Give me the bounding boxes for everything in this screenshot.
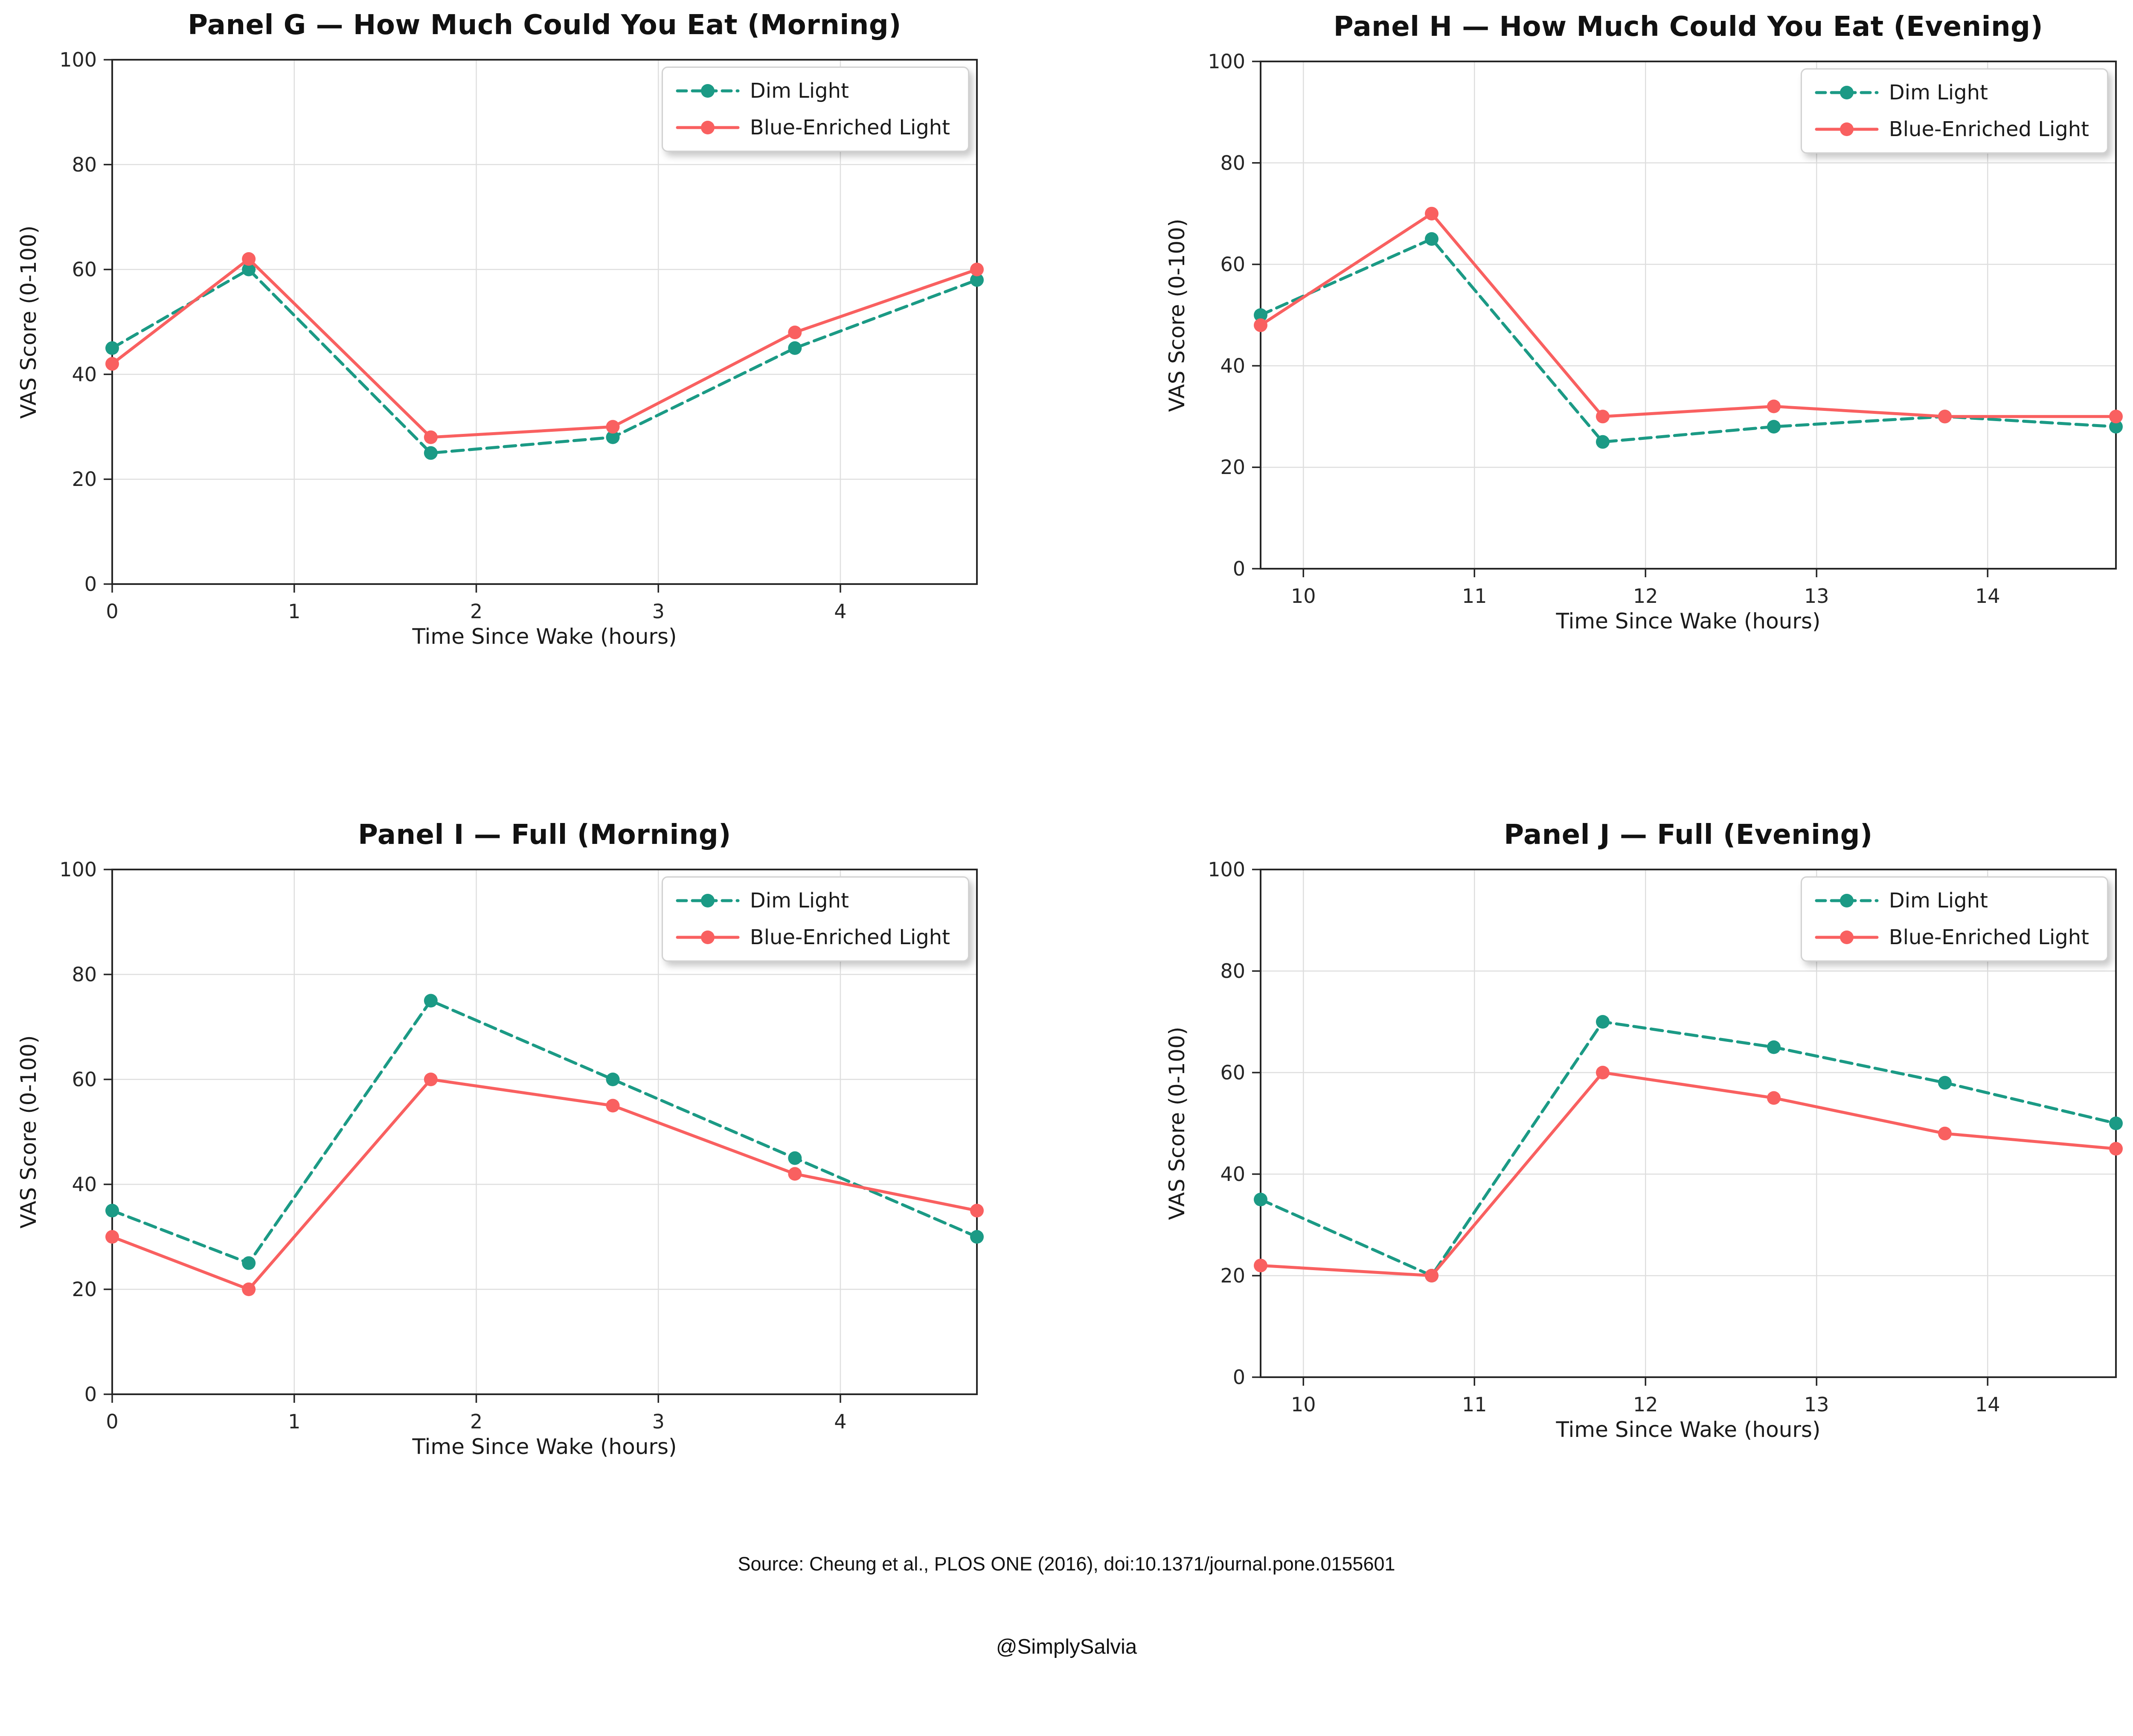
legend-label: Dim Light — [1889, 889, 1988, 913]
svg-text:80: 80 — [72, 153, 97, 176]
svg-text:11: 11 — [1462, 1393, 1487, 1416]
svg-text:60: 60 — [1220, 1061, 1245, 1084]
legend-item-blue-enriched-light: Blue-Enriched Light — [676, 925, 950, 949]
panel-title: Panel J — Full (Evening) — [1504, 819, 1873, 851]
svg-text:4: 4 — [834, 1410, 846, 1433]
svg-text:2: 2 — [470, 1410, 482, 1433]
svg-text:100: 100 — [59, 858, 97, 881]
svg-text:3: 3 — [652, 1410, 665, 1433]
svg-text:13: 13 — [1804, 584, 1829, 608]
svg-text:40: 40 — [1220, 1163, 1245, 1186]
y-axis-label: VAS Score (0-100) — [1165, 1026, 1189, 1220]
svg-text:10: 10 — [1291, 1393, 1316, 1416]
svg-text:40: 40 — [1220, 354, 1245, 377]
svg-text:14: 14 — [1975, 1393, 2000, 1416]
dim-light-line-icon — [676, 894, 740, 907]
svg-text:80: 80 — [72, 963, 97, 986]
legend: Dim Light Blue-Enriched Light — [661, 876, 969, 962]
svg-text:20: 20 — [72, 1278, 97, 1301]
legend-item-dim-light: Dim Light — [676, 79, 950, 103]
svg-text:0: 0 — [84, 1383, 97, 1406]
plot-area: 0 20 40 60 80 100 10 11 12 13 14 — [1208, 858, 2123, 1416]
legend: Dim Light Blue-Enriched Light — [1800, 68, 2108, 154]
svg-text:0: 0 — [106, 1410, 118, 1433]
legend: Dim Light Blue-Enriched Light — [1800, 876, 2108, 962]
svg-text:80: 80 — [1220, 151, 1245, 174]
legend-item-dim-light: Dim Light — [1815, 889, 2089, 913]
svg-text:40: 40 — [72, 363, 97, 386]
plot-area: 0 20 40 60 80 100 0 1 2 3 4 — [59, 858, 984, 1433]
legend-label: Blue-Enriched Light — [750, 925, 950, 949]
svg-text:0: 0 — [1233, 557, 1245, 580]
svg-text:80: 80 — [1220, 960, 1245, 983]
legend-label: Dim Light — [750, 79, 849, 103]
x-axis-label: Time Since Wake (hours) — [412, 1434, 677, 1459]
svg-text:12: 12 — [1633, 584, 1658, 608]
svg-text:20: 20 — [72, 468, 97, 491]
legend-item-dim-light: Dim Light — [676, 889, 950, 913]
svg-text:4: 4 — [834, 600, 846, 623]
svg-text:60: 60 — [1220, 253, 1245, 276]
svg-text:0: 0 — [106, 600, 118, 623]
panel-title: Panel I — Full (Morning) — [358, 819, 731, 851]
svg-text:100: 100 — [59, 48, 97, 71]
legend-label: Blue-Enriched Light — [1889, 117, 2089, 141]
legend-item-dim-light: Dim Light — [1815, 81, 2089, 105]
svg-text:0: 0 — [1233, 1366, 1245, 1389]
panel-title: Panel H — How Much Could You Eat (Evenin… — [1333, 11, 2043, 43]
panel-i: Panel I — Full (Morning) VAS Score (0-10… — [16, 819, 984, 1459]
svg-text:100: 100 — [1208, 858, 1245, 881]
svg-text:40: 40 — [72, 1173, 97, 1196]
svg-text:13: 13 — [1804, 1393, 1829, 1416]
blue-enriched-line-icon — [1815, 122, 1879, 136]
svg-text:2: 2 — [470, 600, 482, 623]
panel-title: Panel G — How Much Could You Eat (Mornin… — [188, 9, 901, 41]
svg-text:12: 12 — [1633, 1393, 1658, 1416]
legend-item-blue-enriched-light: Blue-Enriched Light — [1815, 925, 2089, 949]
dim-light-line-icon — [1815, 86, 1879, 99]
legend-label: Blue-Enriched Light — [1889, 925, 2089, 949]
author-handle: @SimplySalvia — [996, 1635, 1137, 1658]
legend-label: Dim Light — [1889, 81, 1988, 105]
x-axis-label: Time Since Wake (hours) — [412, 624, 677, 649]
plot-area: 0 20 40 60 80 100 10 11 12 13 14 — [1208, 50, 2123, 608]
blue-enriched-line-icon — [1815, 931, 1879, 944]
svg-text:60: 60 — [72, 1068, 97, 1091]
legend: Dim Light Blue-Enriched Light — [661, 67, 969, 152]
dim-light-line-icon — [676, 84, 740, 98]
legend-label: Dim Light — [750, 889, 849, 913]
dim-light-line-icon — [1815, 894, 1879, 907]
svg-text:20: 20 — [1220, 456, 1245, 479]
svg-text:11: 11 — [1462, 584, 1487, 608]
legend-item-blue-enriched-light: Blue-Enriched Light — [1815, 117, 2089, 141]
blue-enriched-line-icon — [676, 121, 740, 134]
svg-text:0: 0 — [84, 573, 97, 596]
svg-text:14: 14 — [1975, 584, 2000, 608]
svg-text:100: 100 — [1208, 50, 1245, 73]
y-axis-label: VAS Score (0-100) — [16, 1035, 41, 1229]
source-citation: Source: Cheung et al., PLOS ONE (2016), … — [738, 1553, 1395, 1575]
legend-item-blue-enriched-light: Blue-Enriched Light — [676, 116, 950, 140]
panel-g: Panel G — How Much Could You Eat (Mornin… — [16, 9, 984, 649]
panel-h: Panel H — How Much Could You Eat (Evenin… — [1165, 11, 2123, 634]
x-axis-label: Time Since Wake (hours) — [1556, 609, 1821, 634]
y-axis-label: VAS Score (0-100) — [16, 225, 41, 419]
svg-text:1: 1 — [288, 600, 300, 623]
svg-text:1: 1 — [288, 1410, 300, 1433]
svg-text:60: 60 — [72, 258, 97, 281]
svg-text:10: 10 — [1291, 584, 1316, 608]
svg-text:20: 20 — [1220, 1264, 1245, 1287]
x-axis-label: Time Since Wake (hours) — [1556, 1417, 1821, 1442]
blue-enriched-line-icon — [676, 931, 740, 944]
panel-j: Panel J — Full (Evening) VAS Score (0-10… — [1165, 819, 2123, 1442]
y-axis-label: VAS Score (0-100) — [1165, 218, 1189, 412]
svg-text:3: 3 — [652, 600, 665, 623]
legend-label: Blue-Enriched Light — [750, 116, 950, 140]
